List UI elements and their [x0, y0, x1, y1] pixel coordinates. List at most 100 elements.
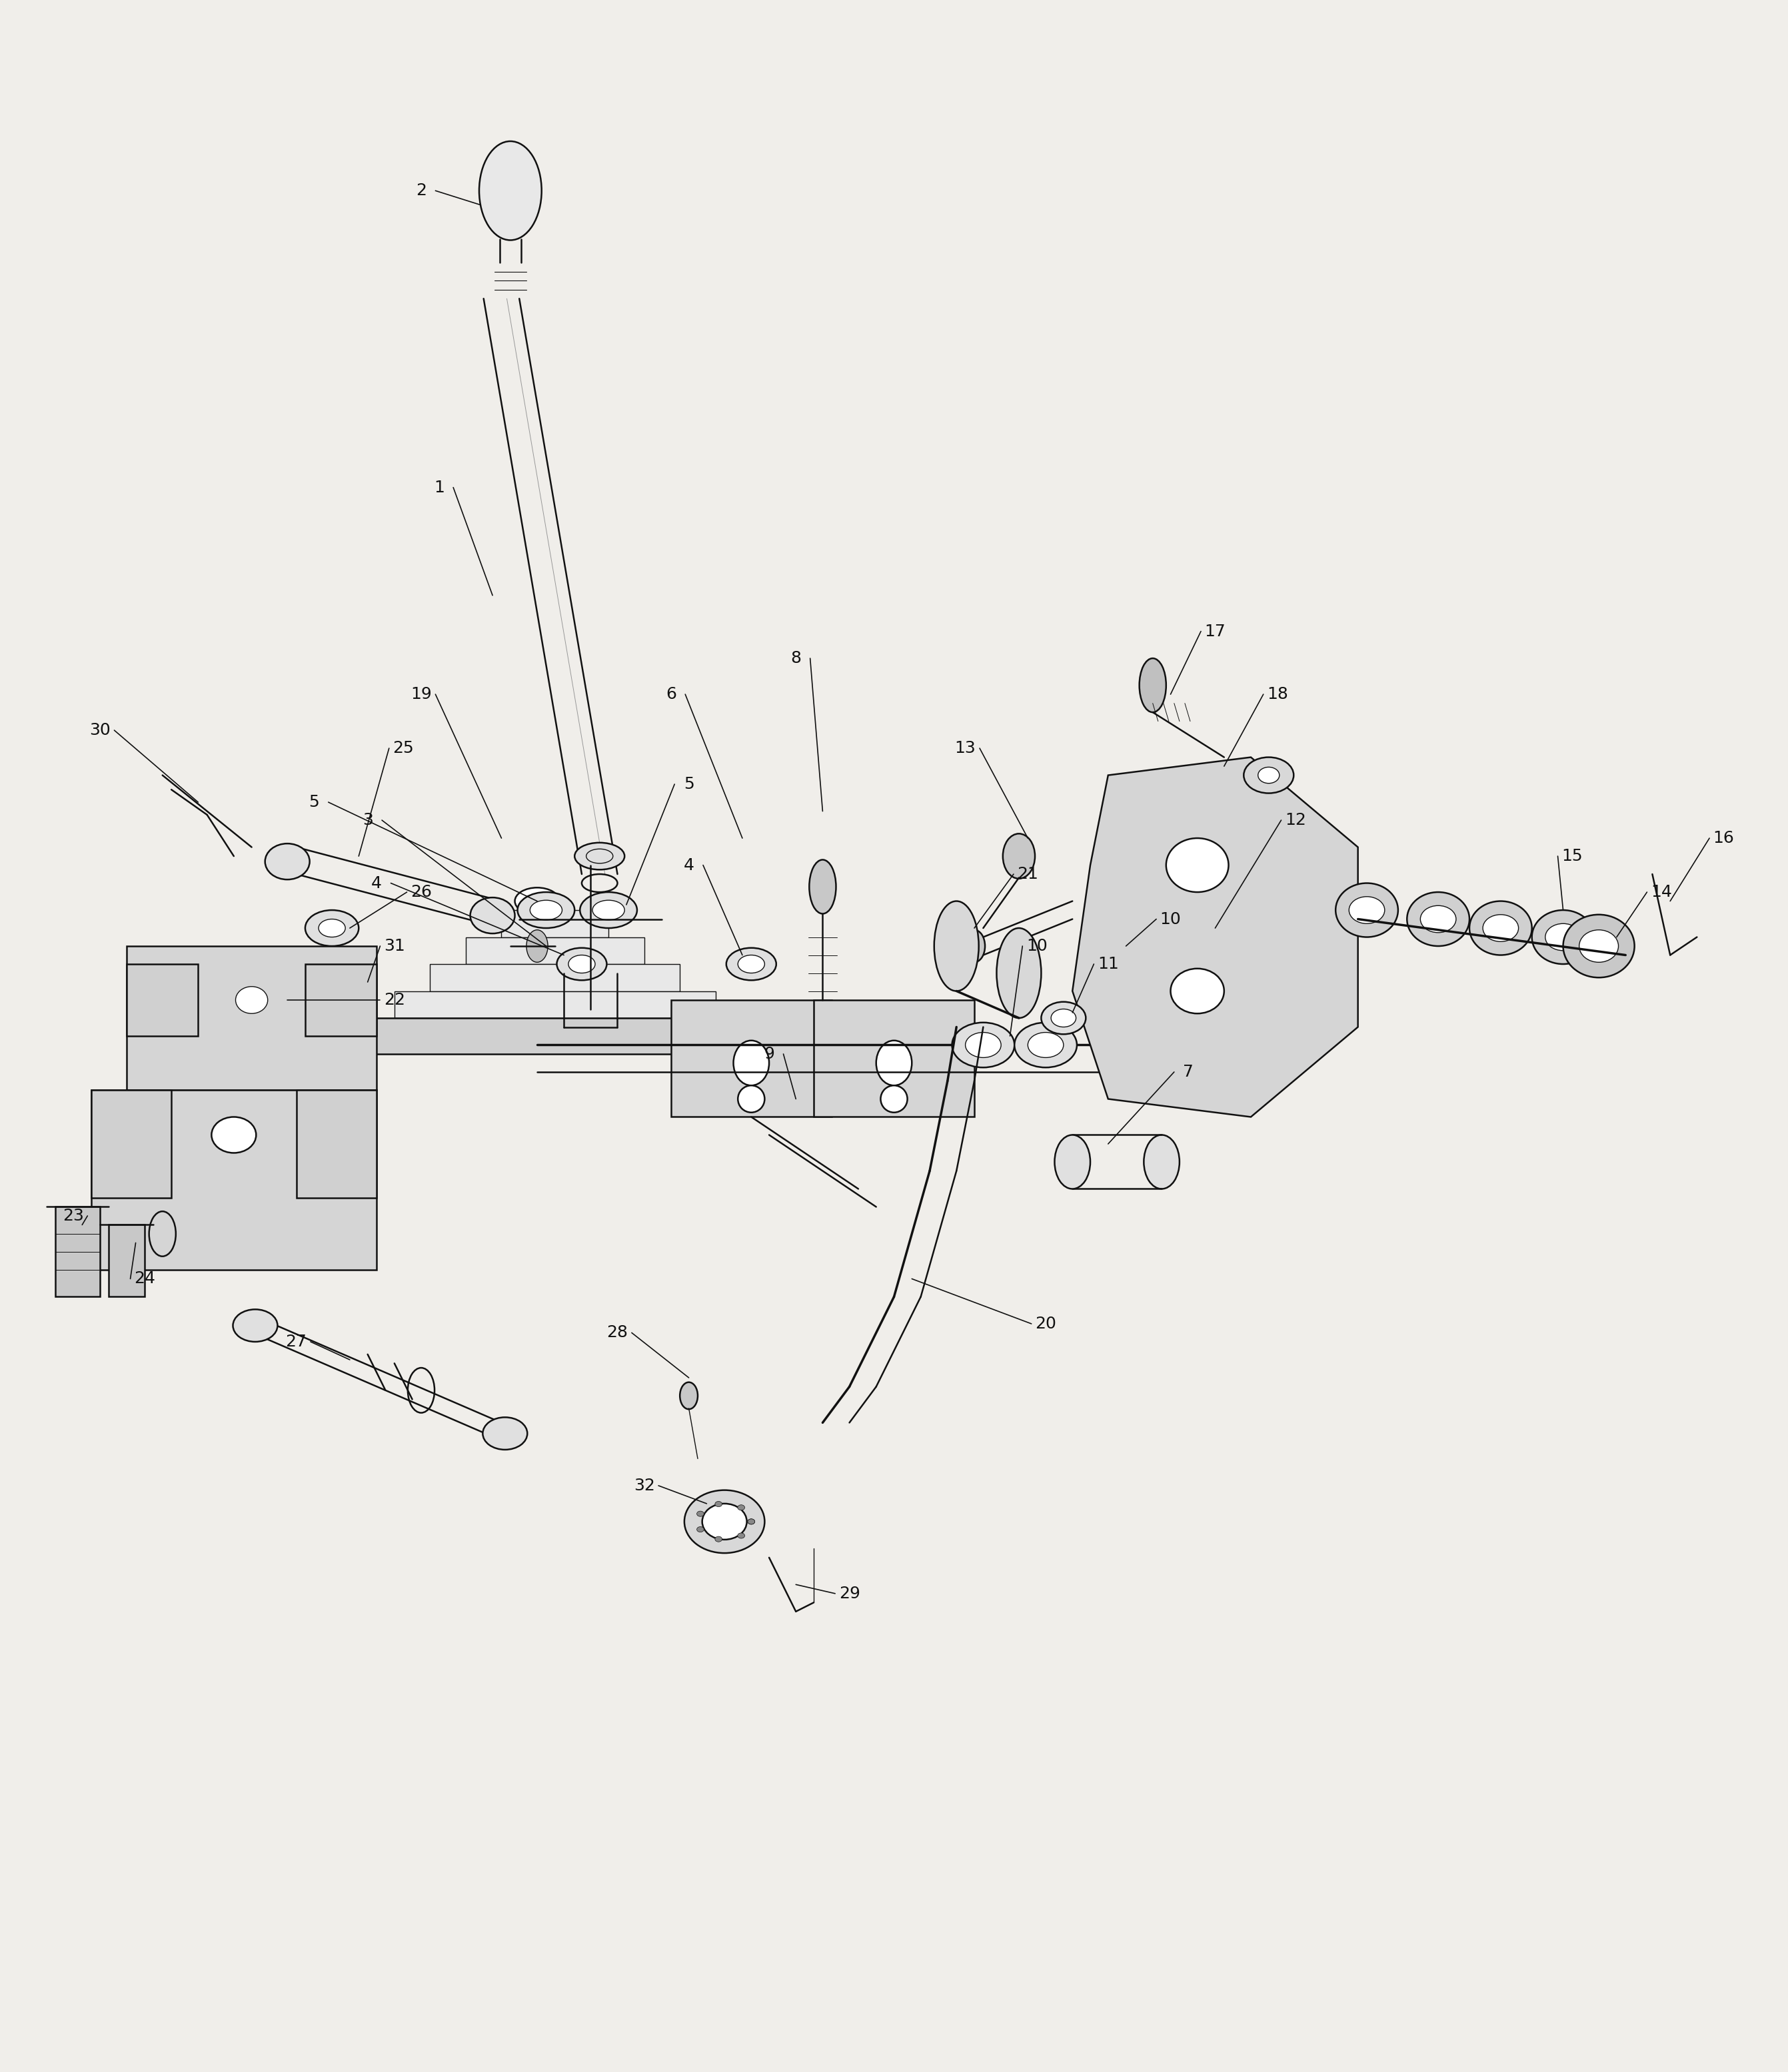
Text: 30: 30 [89, 723, 111, 738]
Ellipse shape [526, 930, 547, 961]
Ellipse shape [747, 1519, 755, 1525]
Text: 10: 10 [1160, 912, 1182, 926]
Ellipse shape [574, 843, 624, 870]
Ellipse shape [703, 1504, 747, 1539]
Bar [324, 1017, 787, 1055]
Text: 4: 4 [683, 858, 694, 872]
Bar [91, 1090, 172, 1198]
Bar [127, 963, 198, 1036]
Ellipse shape [876, 1040, 912, 1086]
Ellipse shape [479, 141, 542, 240]
Ellipse shape [1348, 897, 1384, 924]
Ellipse shape [738, 955, 765, 974]
Ellipse shape [1014, 1021, 1076, 1067]
Ellipse shape [738, 1504, 746, 1510]
Ellipse shape [715, 1537, 722, 1542]
Text: 13: 13 [955, 740, 976, 756]
Text: 21: 21 [1017, 866, 1039, 883]
Text: 5: 5 [683, 777, 694, 792]
Text: 24: 24 [134, 1270, 156, 1287]
Ellipse shape [1545, 924, 1581, 951]
Ellipse shape [1579, 930, 1618, 961]
Ellipse shape [951, 1021, 1014, 1067]
Ellipse shape [1171, 968, 1225, 1013]
Ellipse shape [1055, 1135, 1091, 1189]
Text: 27: 27 [286, 1334, 308, 1349]
Bar [814, 1001, 974, 1117]
Bar [465, 937, 644, 963]
Ellipse shape [738, 1086, 765, 1113]
Ellipse shape [1003, 833, 1035, 879]
Ellipse shape [1563, 914, 1634, 978]
Ellipse shape [265, 843, 309, 879]
Ellipse shape [726, 947, 776, 980]
Ellipse shape [1028, 1032, 1064, 1057]
Ellipse shape [569, 955, 595, 974]
Bar [431, 963, 679, 990]
Text: 5: 5 [309, 794, 320, 810]
Ellipse shape [966, 1032, 1001, 1057]
Ellipse shape [556, 947, 606, 980]
Ellipse shape [306, 910, 359, 947]
Ellipse shape [697, 1510, 704, 1517]
Ellipse shape [810, 860, 837, 914]
Bar [91, 1090, 377, 1270]
Ellipse shape [964, 930, 985, 961]
Ellipse shape [236, 986, 268, 1013]
Ellipse shape [579, 893, 637, 928]
Text: 9: 9 [763, 1046, 774, 1063]
Ellipse shape [318, 920, 345, 937]
Text: 8: 8 [790, 651, 801, 667]
Bar [55, 1206, 100, 1297]
Text: 22: 22 [384, 992, 406, 1007]
Ellipse shape [515, 887, 560, 914]
Bar [297, 1090, 377, 1198]
Ellipse shape [1482, 914, 1518, 941]
Bar [359, 1017, 751, 1044]
Text: 19: 19 [411, 686, 431, 702]
Ellipse shape [1085, 924, 1148, 968]
Ellipse shape [1100, 934, 1135, 959]
Ellipse shape [483, 1417, 527, 1450]
Ellipse shape [211, 1117, 256, 1152]
Ellipse shape [1259, 767, 1280, 783]
Text: 4: 4 [372, 874, 383, 891]
Ellipse shape [1041, 1003, 1085, 1034]
Ellipse shape [881, 1086, 907, 1113]
Text: 18: 18 [1268, 686, 1287, 702]
Text: 14: 14 [1650, 885, 1672, 899]
Ellipse shape [1244, 756, 1295, 794]
Bar [127, 947, 377, 1090]
Text: 10: 10 [1026, 939, 1048, 953]
Ellipse shape [697, 1527, 704, 1531]
Ellipse shape [933, 901, 978, 990]
Text: 32: 32 [633, 1477, 654, 1494]
Text: 2: 2 [417, 182, 427, 199]
Ellipse shape [685, 1490, 765, 1554]
Bar [501, 910, 608, 937]
Ellipse shape [1144, 1135, 1180, 1189]
Text: 15: 15 [1561, 847, 1582, 864]
Ellipse shape [733, 1040, 769, 1086]
Ellipse shape [1532, 910, 1595, 963]
Text: 23: 23 [63, 1208, 84, 1225]
Text: 16: 16 [1713, 831, 1734, 845]
Text: 17: 17 [1205, 624, 1227, 640]
Ellipse shape [1407, 893, 1470, 947]
Text: 3: 3 [363, 812, 374, 829]
Text: 20: 20 [1035, 1316, 1057, 1332]
Ellipse shape [679, 1382, 697, 1409]
Bar [109, 1225, 145, 1297]
Ellipse shape [996, 928, 1041, 1017]
Ellipse shape [1166, 839, 1228, 893]
Text: 25: 25 [393, 740, 413, 756]
Ellipse shape [1336, 883, 1398, 937]
Ellipse shape [1139, 659, 1166, 713]
Ellipse shape [232, 1310, 277, 1343]
Ellipse shape [738, 1533, 746, 1537]
Ellipse shape [592, 899, 624, 920]
Text: 1: 1 [434, 479, 443, 495]
Ellipse shape [470, 897, 515, 934]
Text: 26: 26 [411, 885, 433, 899]
Bar [670, 1001, 831, 1117]
